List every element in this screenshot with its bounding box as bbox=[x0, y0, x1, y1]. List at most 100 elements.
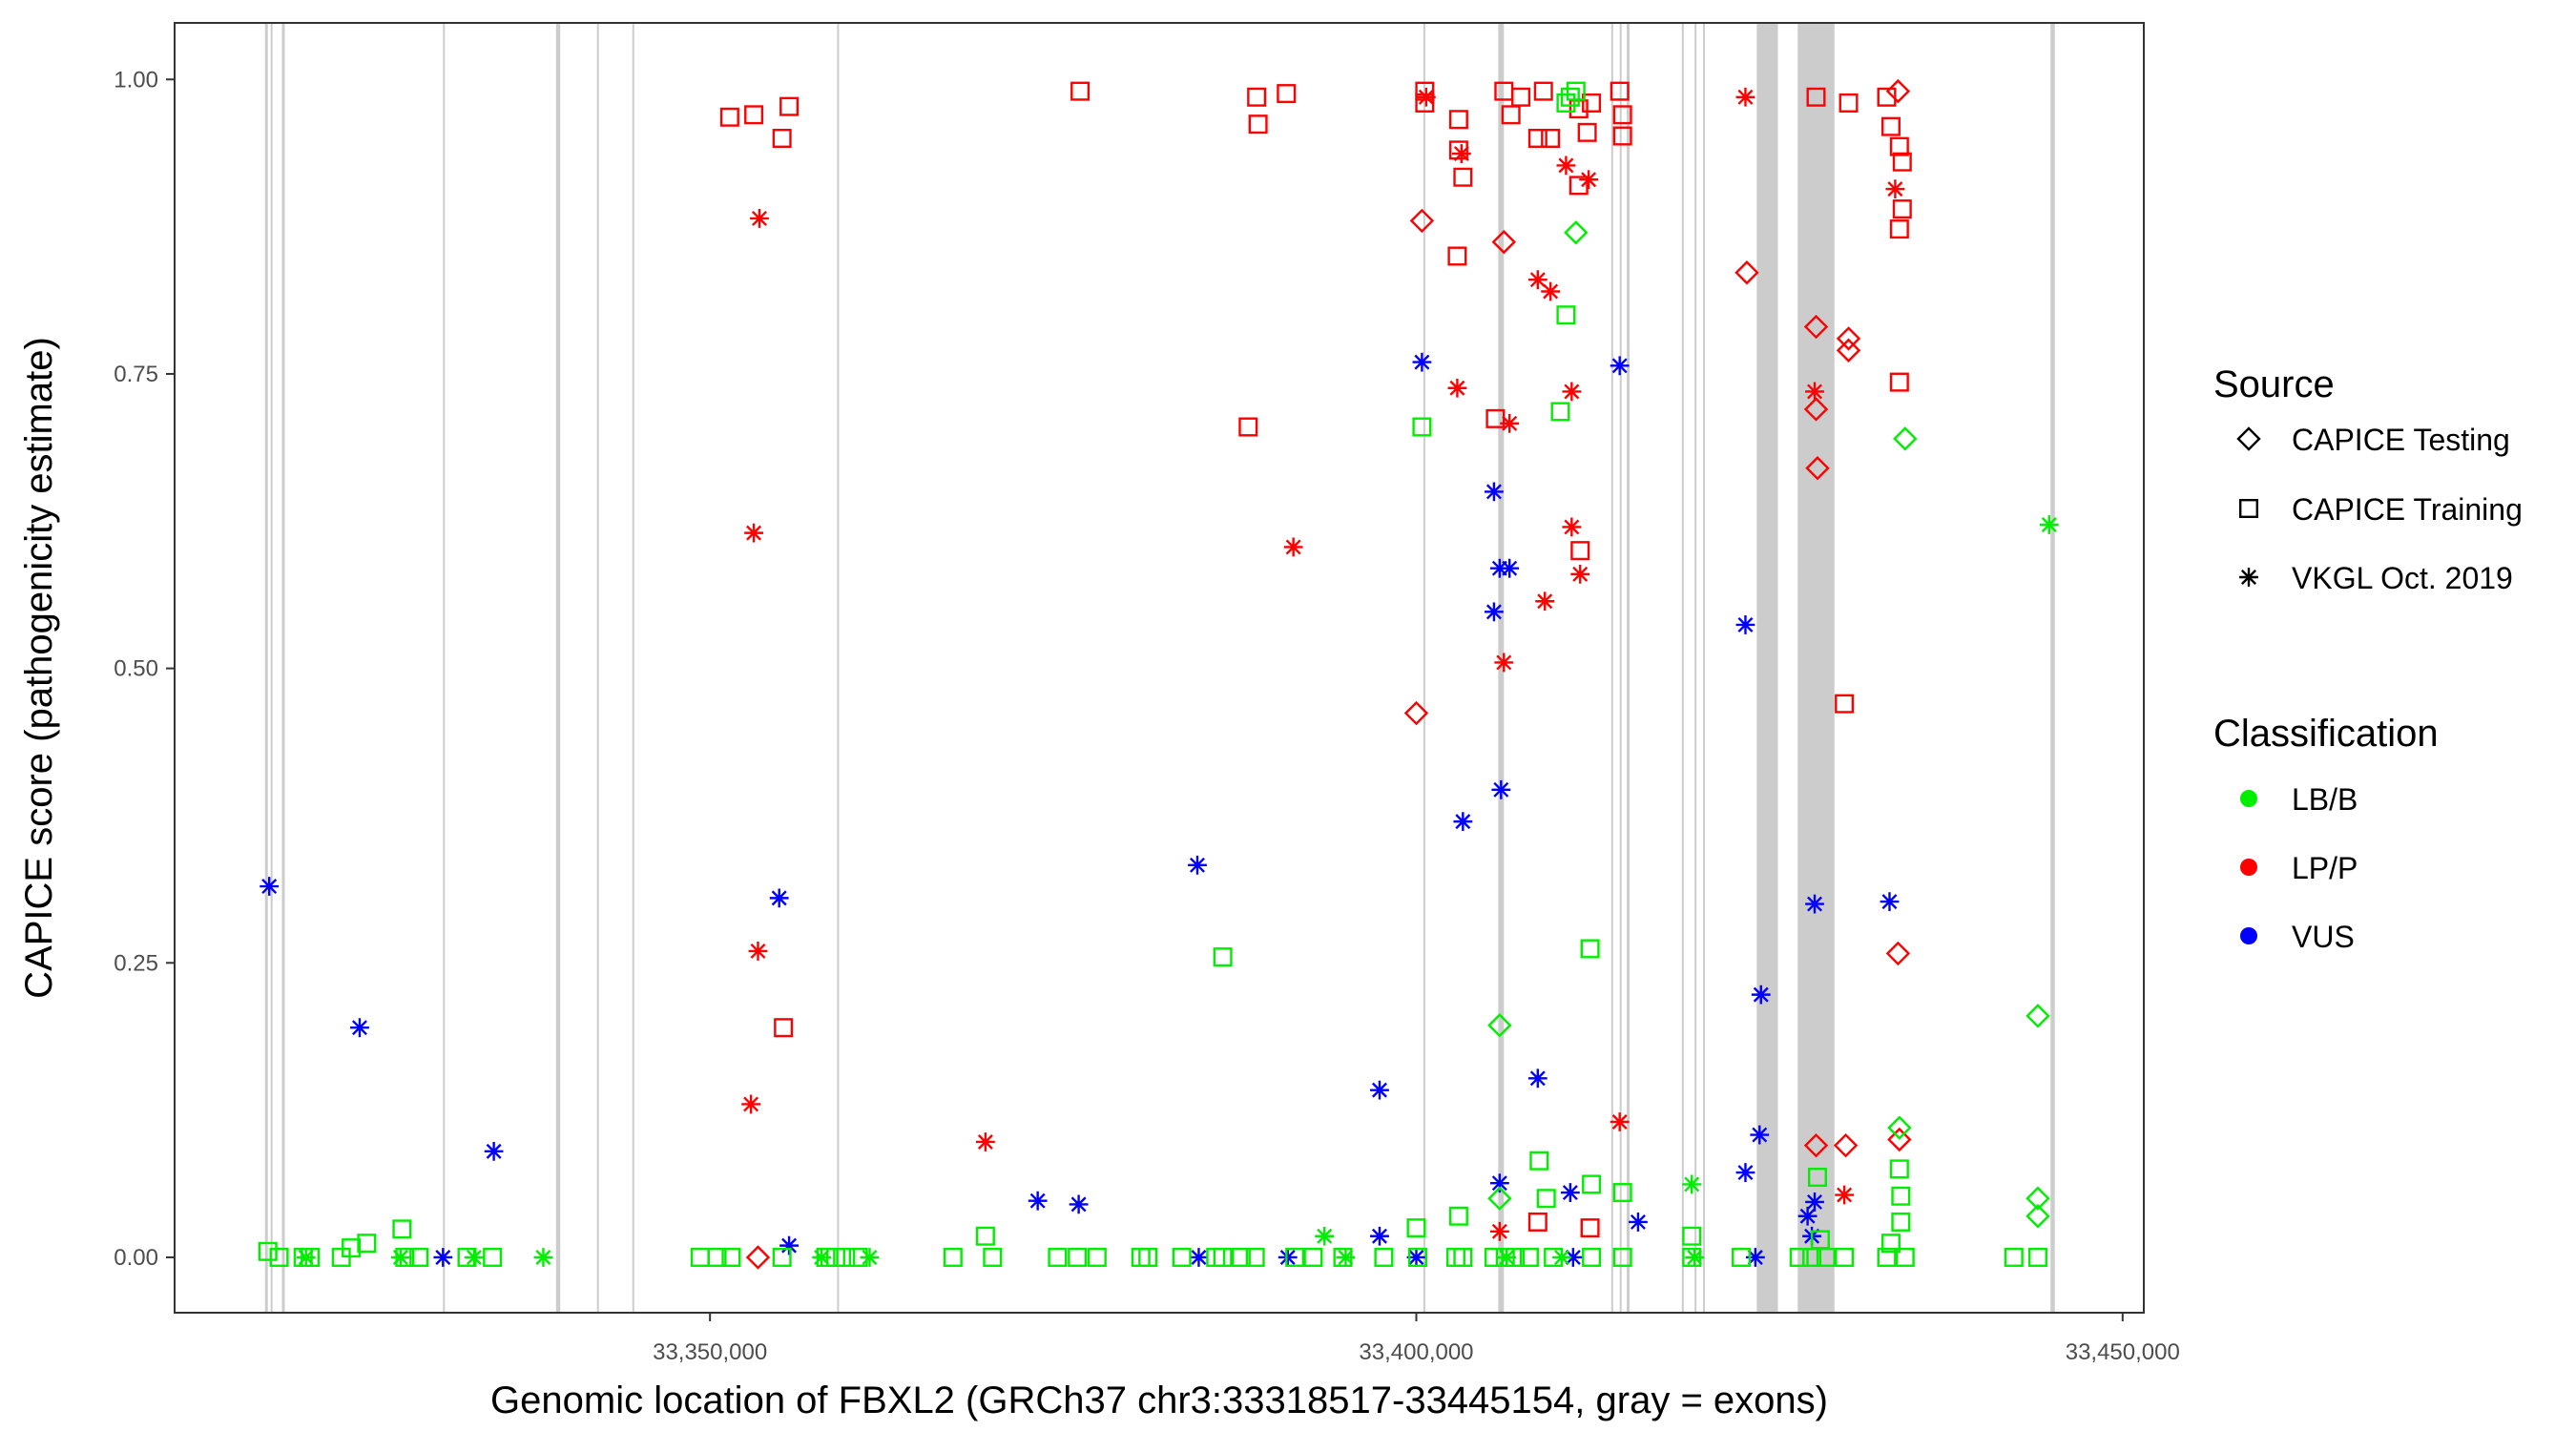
data-point bbox=[1682, 1226, 1702, 1246]
data-point bbox=[1885, 941, 1911, 966]
exon-band bbox=[1694, 23, 1697, 1313]
data-point bbox=[357, 1234, 377, 1254]
square-marker bbox=[1612, 1183, 1632, 1203]
data-point bbox=[1560, 87, 1580, 107]
asterisk-marker bbox=[1453, 812, 1473, 832]
data-point bbox=[1563, 1248, 1583, 1267]
data-point bbox=[392, 1219, 412, 1239]
square-marker bbox=[1541, 129, 1561, 149]
legend-square-icon bbox=[2238, 499, 2258, 519]
square-marker bbox=[1580, 1218, 1600, 1238]
square-marker bbox=[1303, 1247, 1323, 1267]
data-point bbox=[1453, 1247, 1473, 1267]
square-marker bbox=[1612, 1247, 1632, 1267]
asterisk-marker bbox=[1406, 1248, 1426, 1267]
square-marker bbox=[1068, 1247, 1088, 1267]
square-marker bbox=[975, 1226, 995, 1246]
data-point bbox=[1247, 87, 1267, 107]
square-marker bbox=[744, 105, 764, 125]
legend-color-dot-icon bbox=[2240, 859, 2257, 876]
data-point bbox=[1068, 1247, 1088, 1267]
data-point bbox=[1406, 1218, 1426, 1238]
asterisk-marker bbox=[1069, 1194, 1089, 1214]
diamond-marker bbox=[1564, 220, 1589, 245]
data-point bbox=[464, 1248, 484, 1267]
data-point bbox=[741, 1094, 760, 1114]
data-point bbox=[1579, 170, 1599, 190]
square-marker bbox=[1889, 219, 1909, 239]
square-marker bbox=[721, 1247, 741, 1267]
data-point bbox=[1556, 305, 1576, 325]
square-marker bbox=[1213, 947, 1233, 967]
data-point bbox=[1189, 1248, 1209, 1267]
data-point bbox=[1816, 1247, 1836, 1267]
square-marker bbox=[1835, 1247, 1855, 1267]
asterisk-marker bbox=[484, 1141, 504, 1161]
exon-band bbox=[1423, 23, 1425, 1313]
diamond-marker bbox=[1803, 1132, 1829, 1158]
diamond-marker bbox=[2025, 1204, 2050, 1229]
diamond-marker bbox=[1487, 1013, 1512, 1038]
data-point bbox=[1494, 653, 1514, 673]
data-point bbox=[1789, 1247, 1809, 1267]
asterisk-marker bbox=[1278, 1248, 1298, 1267]
legend-diamond-icon bbox=[2236, 426, 2261, 451]
square-marker bbox=[1566, 81, 1586, 101]
y-tick-label: 1.00 bbox=[114, 67, 158, 93]
data-point bbox=[1409, 208, 1435, 234]
square-marker bbox=[1807, 1168, 1827, 1188]
data-point bbox=[1802, 1247, 1822, 1267]
square-marker bbox=[2004, 1247, 2024, 1267]
data-point bbox=[1833, 1132, 1859, 1158]
asterisk-marker bbox=[744, 523, 763, 543]
asterisk-marker bbox=[1560, 1183, 1580, 1202]
asterisk-marker bbox=[1735, 615, 1755, 634]
square-marker bbox=[1533, 81, 1553, 101]
legend-source-title: Source bbox=[2213, 363, 2335, 405]
data-point bbox=[1745, 1248, 1765, 1267]
square-marker bbox=[1527, 129, 1548, 149]
exon-band bbox=[270, 23, 273, 1313]
data-point bbox=[1491, 229, 1516, 255]
asterisk-marker bbox=[1416, 87, 1436, 107]
data-point bbox=[1803, 1132, 1829, 1158]
square-marker bbox=[1580, 939, 1600, 959]
data-point bbox=[409, 1247, 429, 1267]
square-marker bbox=[392, 1219, 412, 1239]
diamond-marker bbox=[1735, 260, 1759, 285]
data-point bbox=[1805, 894, 1824, 914]
asterisk-marker bbox=[533, 1248, 553, 1267]
data-point bbox=[1839, 93, 1859, 113]
asterisk-marker bbox=[1797, 1206, 1818, 1226]
data-point bbox=[1556, 156, 1576, 176]
data-point bbox=[1412, 352, 1432, 372]
square-marker bbox=[1529, 1151, 1549, 1171]
square-marker bbox=[331, 1247, 351, 1267]
data-point bbox=[1835, 1185, 1855, 1205]
data-point bbox=[1887, 1127, 1912, 1152]
data-point bbox=[719, 107, 739, 127]
data-point bbox=[1527, 270, 1548, 290]
square-marker bbox=[1612, 105, 1632, 125]
data-point bbox=[1805, 456, 1830, 481]
data-point bbox=[1568, 176, 1589, 196]
data-point bbox=[1448, 140, 1468, 160]
data-point bbox=[1570, 541, 1590, 561]
diamond-marker bbox=[2025, 1004, 2050, 1028]
data-point bbox=[1231, 1247, 1251, 1267]
square-marker bbox=[2238, 499, 2258, 519]
square-marker bbox=[1880, 116, 1901, 136]
asterisk-marker bbox=[350, 1018, 369, 1038]
data-point bbox=[1580, 939, 1600, 959]
square-marker bbox=[772, 1247, 792, 1267]
square-marker bbox=[409, 1247, 429, 1267]
data-point bbox=[772, 1247, 792, 1267]
data-point bbox=[1612, 1183, 1632, 1203]
data-point bbox=[1336, 1248, 1356, 1267]
asterisk-marker bbox=[1451, 144, 1471, 163]
data-point bbox=[391, 1248, 410, 1267]
data-point bbox=[1880, 892, 1900, 911]
data-point bbox=[860, 1248, 880, 1267]
diamond-marker bbox=[1409, 208, 1435, 234]
